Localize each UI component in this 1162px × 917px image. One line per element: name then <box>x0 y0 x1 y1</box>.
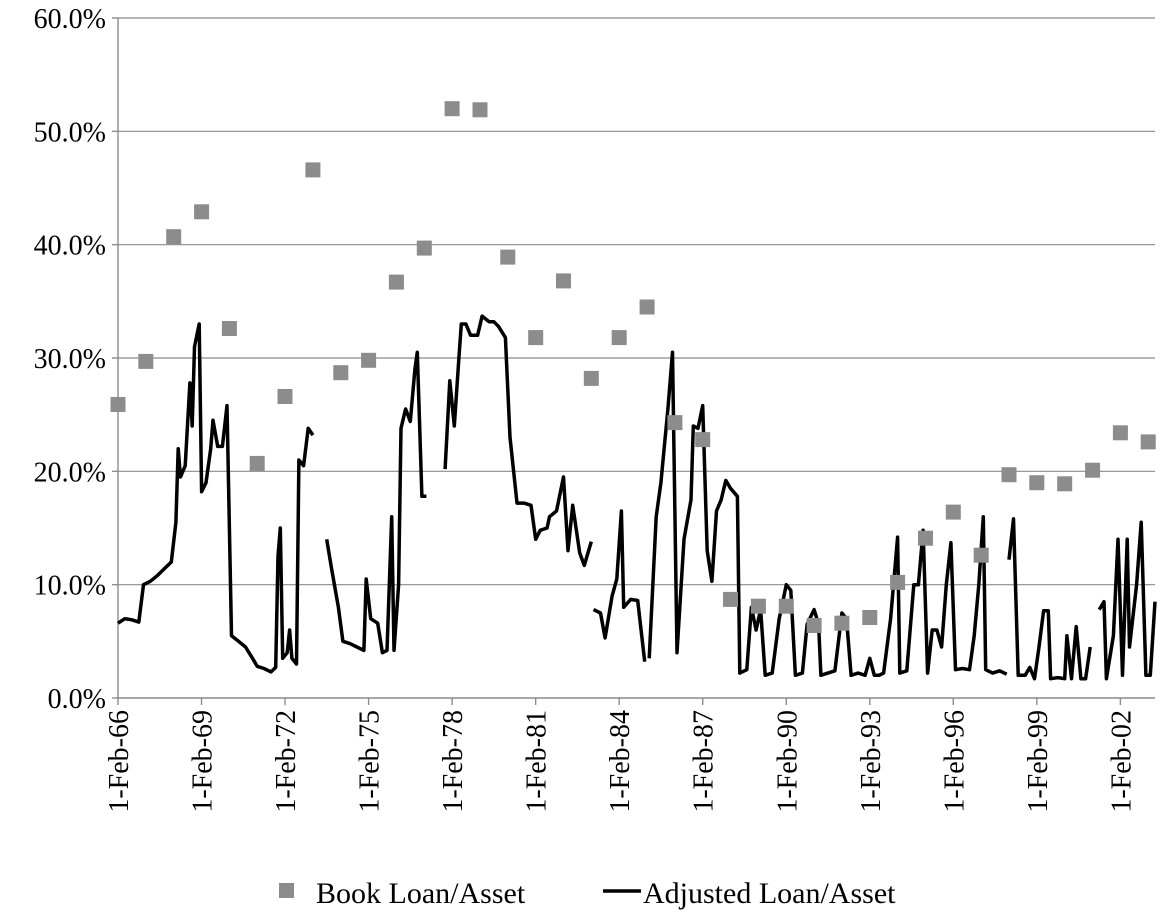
adjusted-line-segment <box>324 350 427 655</box>
y-tick-label: 20.0% <box>34 457 106 488</box>
book-marker <box>750 598 766 614</box>
book-marker <box>834 615 850 631</box>
book-marker <box>361 352 377 368</box>
gridlines <box>118 17 1155 586</box>
book-marker <box>611 330 627 346</box>
x-tick-label: 1-Feb-02 <box>1106 710 1137 813</box>
book-marker <box>806 618 822 633</box>
x-tick-label: 1-Feb-75 <box>355 710 386 813</box>
book-marker <box>862 610 878 625</box>
book-marker <box>388 274 404 290</box>
book-marker <box>639 299 655 315</box>
book-marker <box>110 397 126 412</box>
x-tick-label: 1-Feb-72 <box>271 710 302 813</box>
book-marker <box>221 321 237 336</box>
y-tick-label: 30.0% <box>34 344 106 375</box>
adjusted-line-segment <box>1097 520 1157 681</box>
book-marker <box>305 162 321 178</box>
book-marker <box>444 101 460 117</box>
x-tick-labels: 1-Feb-66 1-Feb-69 1-Feb-72 1-Feb-75 1-Feb-78… <box>104 710 1137 813</box>
x-tick-label: 1-Feb-96 <box>939 710 970 813</box>
legend-label-book: Book Loan/Asset <box>316 877 526 910</box>
book-marker <box>1057 476 1073 492</box>
book-marker <box>695 432 711 448</box>
x-tick-label: 1-Feb-66 <box>104 710 135 813</box>
book-marker <box>500 249 516 265</box>
book-marker <box>333 365 349 381</box>
book-marker <box>1112 425 1128 441</box>
book-marker <box>528 330 544 346</box>
book-marker <box>973 547 989 563</box>
book-marker <box>194 204 210 220</box>
book-marker <box>277 389 293 404</box>
y-tick-label: 60.0% <box>34 4 106 35</box>
legend-marker-book <box>279 883 294 898</box>
adjusted-line-segment <box>443 314 593 568</box>
book-marker <box>918 530 933 546</box>
book-marker <box>1085 462 1101 478</box>
adjusted-line-segment <box>592 509 647 662</box>
book-marker <box>1001 467 1017 483</box>
legend: Book Loan/Asset Adjusted Loan/Asset <box>279 877 896 910</box>
x-tick-label: 1-Feb-69 <box>188 710 219 813</box>
book-marker <box>416 240 432 256</box>
book-marker <box>556 273 571 289</box>
book-marker <box>472 102 488 118</box>
book-marker <box>249 455 265 471</box>
book-marker <box>667 415 683 431</box>
adjusted-loan-asset-series <box>117 314 1157 681</box>
axes <box>112 17 1155 705</box>
x-tick-label: 1-Feb-81 <box>522 710 553 813</box>
book-marker <box>166 229 182 245</box>
book-loan-asset-series <box>110 101 1156 633</box>
x-tick-label: 1-Feb-90 <box>772 710 803 813</box>
book-marker <box>1029 475 1045 491</box>
book-marker <box>723 591 738 607</box>
y-tick-label: 10.0% <box>34 571 106 602</box>
book-marker <box>583 370 599 386</box>
x-tick-label: 1-Feb-99 <box>1023 710 1054 813</box>
adjusted-line-segment <box>1007 517 1092 681</box>
y-tick-label: 40.0% <box>34 231 106 262</box>
book-marker <box>945 504 961 520</box>
x-tick-label: 1-Feb-84 <box>605 710 636 813</box>
y-tick-label: 0.0% <box>48 684 106 715</box>
x-tick-label: 1-Feb-93 <box>856 710 887 813</box>
book-marker <box>138 353 154 369</box>
y-tick-labels: 0.0% 10.0% 20.0% 30.0% 40.0% 50.0% 60.0% <box>34 4 106 715</box>
book-marker <box>778 598 794 614</box>
adjusted-line-segment <box>647 350 1008 678</box>
x-tick-label: 1-Feb-78 <box>438 710 469 813</box>
legend-label-adjusted: Adjusted Loan/Asset <box>643 877 896 910</box>
adjusted-line-segment <box>117 322 315 674</box>
x-tick-label: 1-Feb-87 <box>689 710 720 813</box>
book-marker <box>1140 434 1156 450</box>
book-marker <box>890 574 906 590</box>
y-tick-label: 50.0% <box>34 117 106 148</box>
